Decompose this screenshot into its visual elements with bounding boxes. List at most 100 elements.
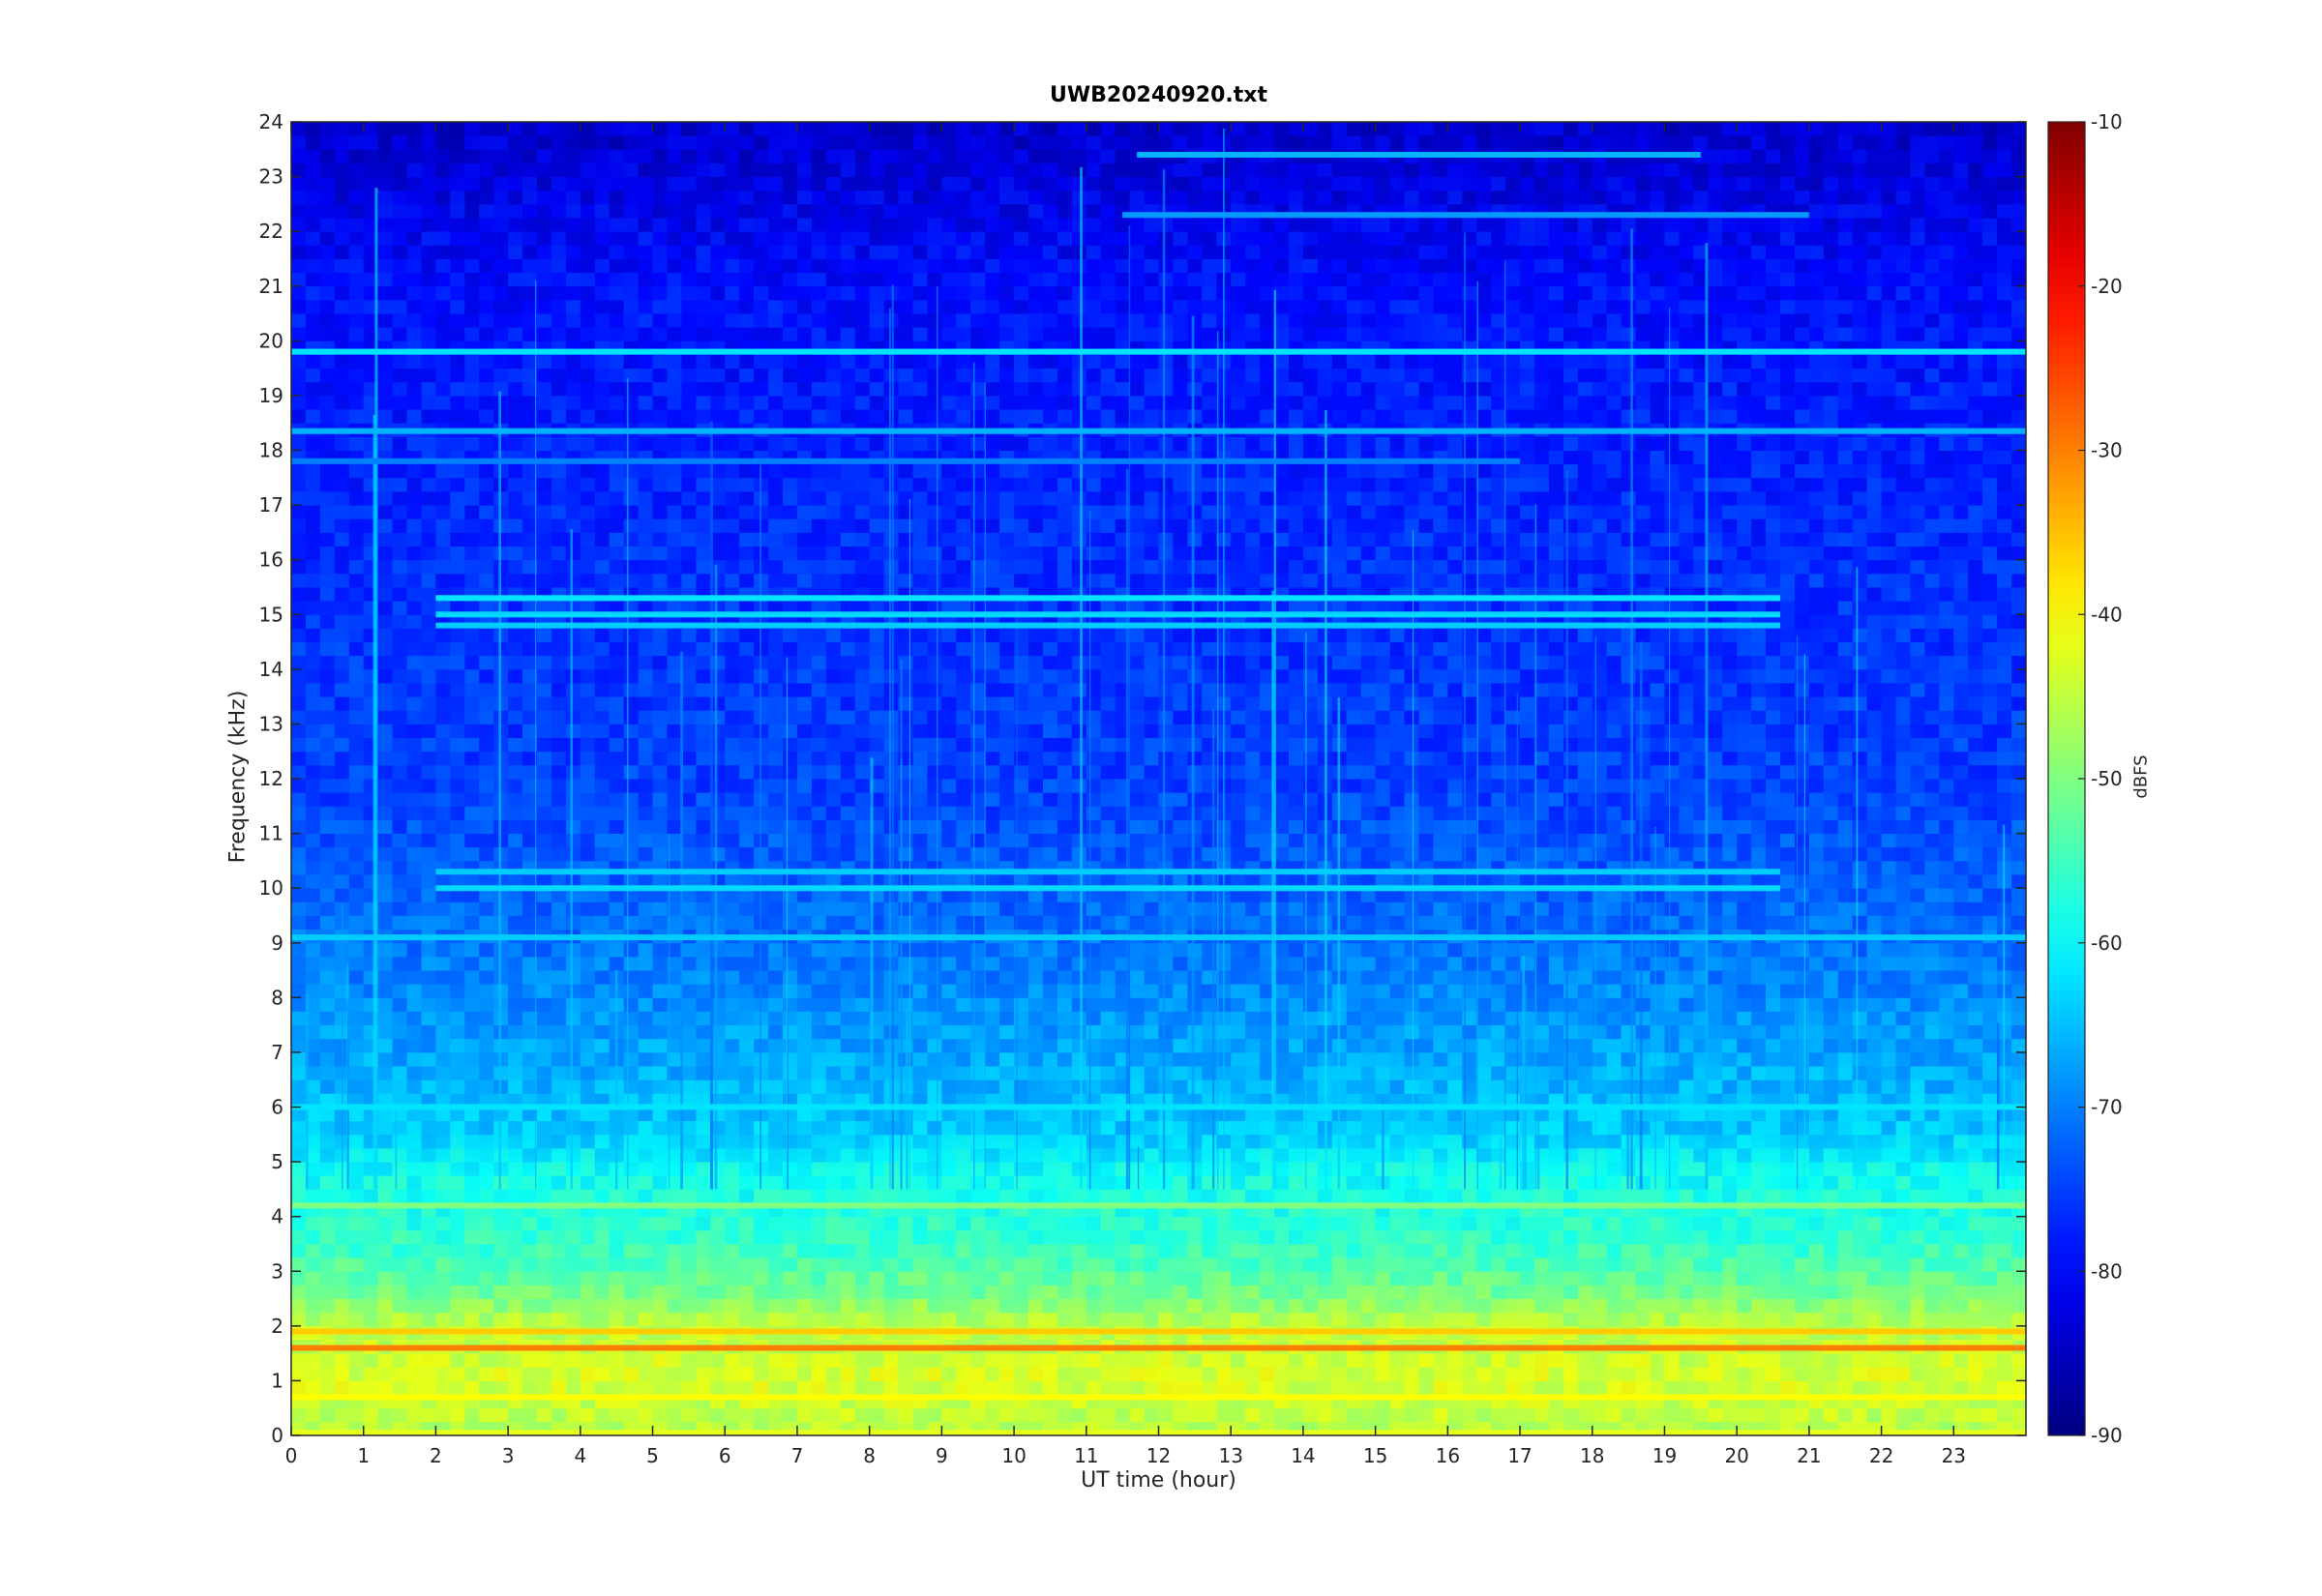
tonal-line	[435, 885, 1780, 892]
tonal-line	[291, 1202, 2026, 1209]
broadband-streak	[535, 280, 537, 1190]
y-tick-label: 14	[259, 658, 283, 681]
broadband-streak	[1654, 826, 1656, 1190]
y-tick-label: 8	[271, 986, 283, 1009]
broadband-streak	[1382, 1099, 1384, 1190]
colorbar-tick-label: -20	[2091, 275, 2123, 298]
spectrogram-heatmap	[291, 122, 2027, 1436]
tonal-line	[291, 1394, 2026, 1401]
y-tick-label: 9	[271, 931, 283, 955]
broadband-streak	[1476, 281, 1478, 1190]
heatmap-texture	[291, 122, 2027, 1436]
broadband-streak	[1669, 307, 1671, 1190]
x-tick-label: 21	[1797, 1444, 1821, 1467]
broadband-streak	[626, 378, 629, 1190]
broadband-streak	[1325, 409, 1327, 1190]
x-tick-label: 9	[936, 1444, 948, 1467]
broadband-streak	[1856, 567, 1859, 1190]
broadband-streak	[973, 362, 975, 1190]
broadband-streak	[615, 969, 618, 1190]
tonal-line	[1122, 212, 1809, 219]
broadband-streak	[891, 284, 894, 1190]
colorbar: -90 -80 -70 -60 -50 -40 -30 -20 -10	[2047, 110, 2123, 1447]
broadband-streak	[710, 421, 713, 1190]
x-tick-label: 10	[1001, 1444, 1026, 1467]
x-tick-label: 18	[1580, 1444, 1604, 1467]
broadband-streak	[906, 1008, 908, 1190]
y-tick-label: 7	[271, 1041, 283, 1064]
tonal-line	[291, 1104, 2026, 1110]
y-tick-label: 24	[259, 110, 283, 133]
tonal-line	[435, 611, 1780, 618]
y-tick-label: 13	[259, 712, 283, 735]
broadband-streak	[372, 414, 376, 1190]
y-tick-label: 21	[259, 275, 283, 298]
broadband-streak	[1217, 331, 1219, 1190]
broadband-streak	[1536, 1108, 1540, 1190]
chart-title: UWB20240920.txt	[1050, 83, 1267, 107]
x-tick-label: 12	[1146, 1444, 1171, 1467]
colorbar-tick-label: -90	[2091, 1424, 2123, 1447]
tonal-lines	[291, 152, 2026, 1436]
broadband-streak	[2003, 824, 2006, 1190]
y-tick-label: 15	[259, 603, 283, 626]
broadband-streak	[680, 651, 683, 1190]
colorbar-tick-label: -80	[2091, 1259, 2123, 1283]
x-tick-label: 1	[357, 1444, 370, 1467]
y-tick-label: 6	[271, 1096, 283, 1119]
y-tick-label: 22	[259, 220, 283, 243]
broadband-streak	[346, 1004, 349, 1190]
broadband-streak	[1524, 984, 1527, 1190]
broadband-streak	[1137, 1146, 1140, 1190]
broadband-streak	[889, 308, 891, 1190]
broadband-streak	[937, 285, 938, 1190]
x-tick-label: 20	[1724, 1444, 1748, 1467]
broadband-streak	[1565, 469, 1568, 1190]
y-tick-label: 5	[271, 1150, 283, 1173]
broadband-streak	[984, 382, 986, 1190]
x-tick-label: 13	[1218, 1444, 1242, 1467]
x-tick-label: 16	[1436, 1444, 1460, 1467]
broadband-streak	[1503, 260, 1506, 1190]
tonal-line	[291, 1328, 2026, 1335]
broadband-streak	[306, 991, 309, 1190]
y-tick-label: 20	[259, 329, 283, 352]
broadband-streak	[1305, 633, 1307, 1190]
colorbar-tick-label: -10	[2091, 110, 2123, 133]
broadband-streak	[1803, 654, 1805, 1190]
broadband-streak	[1626, 1103, 1629, 1190]
broadband-streak	[1212, 709, 1215, 1190]
tonal-line	[1137, 152, 1701, 158]
broadband-streak	[498, 391, 501, 1190]
broadband-streak	[1705, 243, 1709, 1190]
tonal-line	[291, 458, 1520, 464]
broadband-streak	[1089, 511, 1091, 1190]
broadband-streak	[908, 498, 910, 1190]
broadband-streak	[870, 757, 874, 1190]
broadband-streak	[786, 657, 789, 1190]
broadband-streak	[1125, 468, 1129, 1190]
y-tick-label: 11	[259, 822, 283, 845]
broadband-streak	[1464, 232, 1466, 1190]
broadband-streak	[1223, 128, 1225, 1190]
tonal-line	[291, 1345, 2026, 1351]
tonal-line	[435, 869, 1780, 875]
x-tick-label: 0	[285, 1444, 298, 1467]
broadband-streak	[1162, 169, 1166, 1190]
y-tick-label: 23	[259, 165, 283, 189]
y-tick-label: 18	[259, 439, 283, 462]
broadband-streak	[900, 659, 903, 1190]
y-tick-label: 3	[271, 1259, 283, 1283]
x-tick-label: 4	[574, 1444, 586, 1467]
broadband-streak	[714, 564, 718, 1190]
broadband-streak	[1797, 635, 1799, 1190]
x-tick-label: 23	[1942, 1444, 1966, 1467]
x-tick-label: 17	[1507, 1444, 1532, 1467]
broadband-streak	[669, 834, 670, 1190]
broadband-streak	[1534, 504, 1537, 1190]
colorbar-label: dBFS	[2130, 754, 2152, 799]
broadband-streak	[395, 1108, 398, 1190]
tonal-line	[435, 622, 1780, 629]
